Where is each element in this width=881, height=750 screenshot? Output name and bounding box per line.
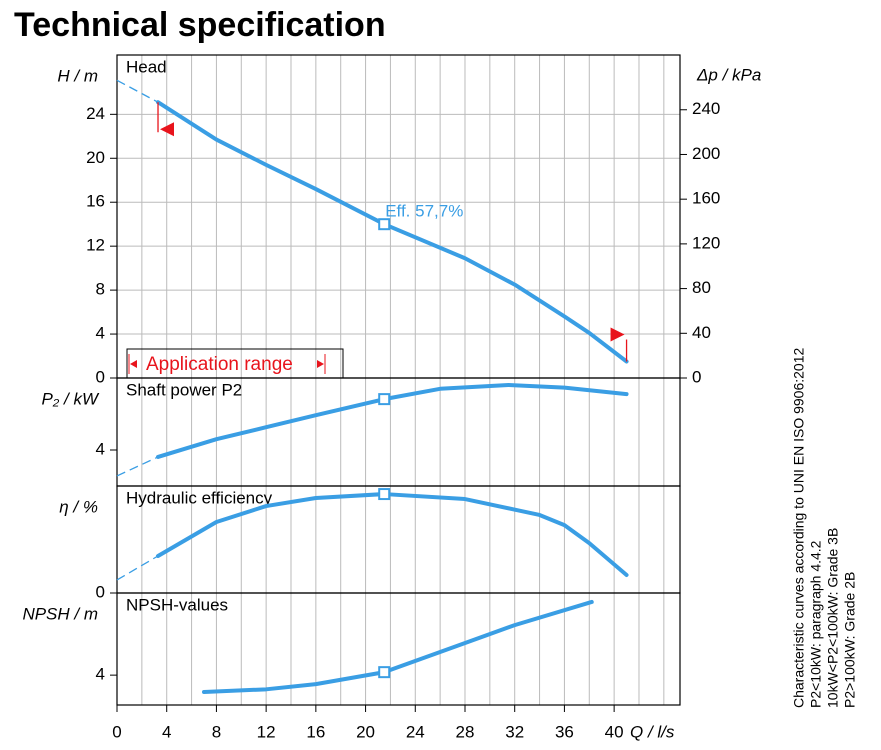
- curve-extension: [116, 456, 159, 477]
- curve: [156, 100, 629, 364]
- range-arrow: [130, 360, 137, 368]
- panel-title: Head: [126, 57, 167, 76]
- y2-tick-label: 80: [692, 278, 711, 297]
- y-tick-label: 16: [86, 192, 105, 211]
- side-note: P2<10kW: paragraph 4.4.2: [808, 540, 824, 708]
- y-axis-label: NPSH / m: [22, 604, 98, 623]
- side-note: 10kW<P2<100kW: Grade 3B: [825, 528, 841, 708]
- range-box: [126, 348, 344, 378]
- duty-point-label: Eff. 57,7%: [385, 202, 463, 221]
- range-arrow: [160, 122, 175, 137]
- y-tick-label: 8: [96, 280, 105, 299]
- y-tick-label: 0: [96, 367, 105, 386]
- y2-tick-label: 200: [692, 144, 720, 163]
- y2-tick-label: 160: [692, 189, 720, 208]
- panel-title: Hydraulic efficiency: [126, 488, 273, 507]
- x-tick-label: 0: [112, 722, 121, 741]
- page-title: Technical specification: [14, 6, 386, 44]
- x-tick-label: 24: [406, 722, 425, 741]
- range-arrow: [317, 360, 324, 368]
- y-tick-label: 4: [96, 439, 105, 458]
- curve-extension: [116, 555, 159, 581]
- y2-tick-label: 120: [692, 233, 720, 252]
- y-tick-label: 12: [86, 236, 105, 255]
- y-tick-label: 4: [96, 665, 105, 684]
- x-tick-label: 4: [162, 722, 171, 741]
- y2-tick-label: 240: [692, 99, 720, 118]
- x-tick-label: 8: [212, 722, 221, 741]
- y-axis-label: η / %: [59, 497, 98, 516]
- y2-axis-label: Δp / kPa: [696, 65, 761, 84]
- x-tick-label: 16: [306, 722, 325, 741]
- y-tick-label: 20: [86, 148, 105, 167]
- y-axis-label: P₂ / kW: [41, 389, 99, 408]
- duty-point: [378, 393, 391, 406]
- x-tick-label: 36: [555, 722, 574, 741]
- y-tick-label: 24: [86, 104, 105, 123]
- x-tick-label: 12: [257, 722, 276, 741]
- x-tick-label: 28: [456, 722, 475, 741]
- range-arrow: [610, 327, 625, 342]
- side-note: Characteristic curves according to UNI E…: [791, 348, 807, 708]
- duty-point: [378, 218, 391, 231]
- y2-tick-label: 0: [692, 367, 701, 386]
- x-tick-label: 32: [505, 722, 524, 741]
- y2-tick-label: 40: [692, 323, 711, 342]
- y-tick-label: 4: [96, 324, 105, 343]
- x-tick-label: 20: [356, 722, 375, 741]
- panel-frame: [116, 592, 681, 706]
- curve: [201, 599, 594, 695]
- x-axis-label: Q / l/s: [630, 722, 675, 741]
- duty-point: [378, 488, 391, 501]
- panel-title: Shaft power P2: [126, 380, 242, 399]
- y-axis-label: H / m: [57, 66, 98, 85]
- side-note: P2>100kW: Grade 2B: [842, 572, 858, 708]
- x-tick-label: 40: [605, 722, 624, 741]
- duty-point: [378, 666, 391, 679]
- curve: [156, 492, 629, 577]
- y-tick-label: 0: [96, 582, 105, 601]
- panel-title: NPSH-values: [126, 595, 228, 614]
- range-label: Application range: [146, 354, 293, 375]
- curve-extension: [116, 79, 159, 103]
